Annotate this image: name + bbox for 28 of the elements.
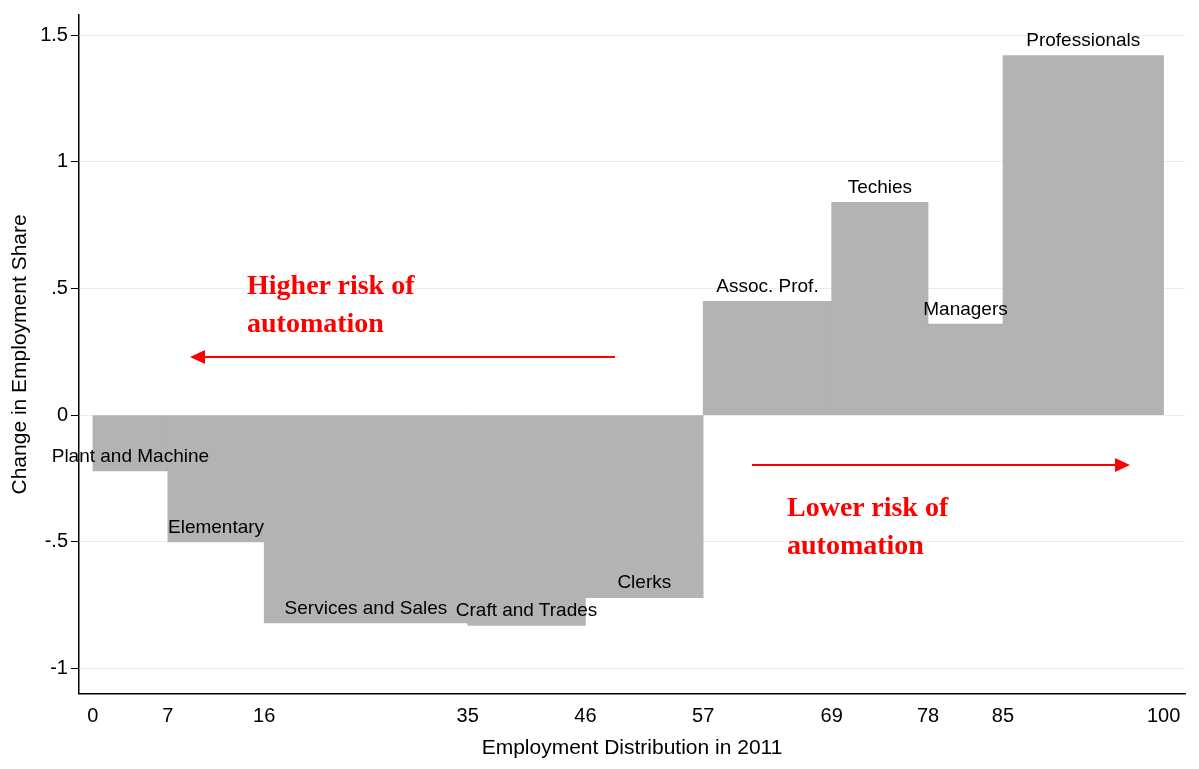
annotation: Techies [847,176,913,198]
x-tick-label: 85 [991,704,1015,727]
annotation: Clerks [617,571,672,593]
x-tick-label: 7 [162,704,174,727]
x-tick-label: 16 [253,704,276,727]
x-tick-label: 78 [916,704,940,727]
annotation: Assoc. Prof. [716,274,819,296]
x-tick-label: 46 [574,704,597,727]
annotation: Craft and Trades [455,599,598,621]
y-tick-label: -1 [50,655,68,678]
y-tick-label: -.5 [44,529,68,552]
y-axis-title: Change in Employment Share [7,214,31,495]
y-tick-label: .5 [51,276,68,299]
annotation: Professionals [1026,29,1141,51]
y-tick-label: 0 [56,402,68,425]
x-tick-label: 57 [692,704,715,727]
annotation: Services and Sales [284,596,448,618]
y-tick-label: 1.5 [40,22,68,45]
annotation: Lower risk of automation [787,490,950,562]
x-tick-label: 69 [820,704,843,727]
annotation: Elementary [167,515,265,537]
annotation: Higher risk of automation [247,268,416,340]
y-tick-label: 1 [56,149,68,172]
x-tick-label: 35 [456,704,479,727]
x-axis-title: Employment Distribution in 2011 [481,735,783,759]
x-tick-label: 100 [1146,704,1181,727]
x-tick-label: 0 [87,704,99,727]
annotation: Managers [923,297,1008,319]
